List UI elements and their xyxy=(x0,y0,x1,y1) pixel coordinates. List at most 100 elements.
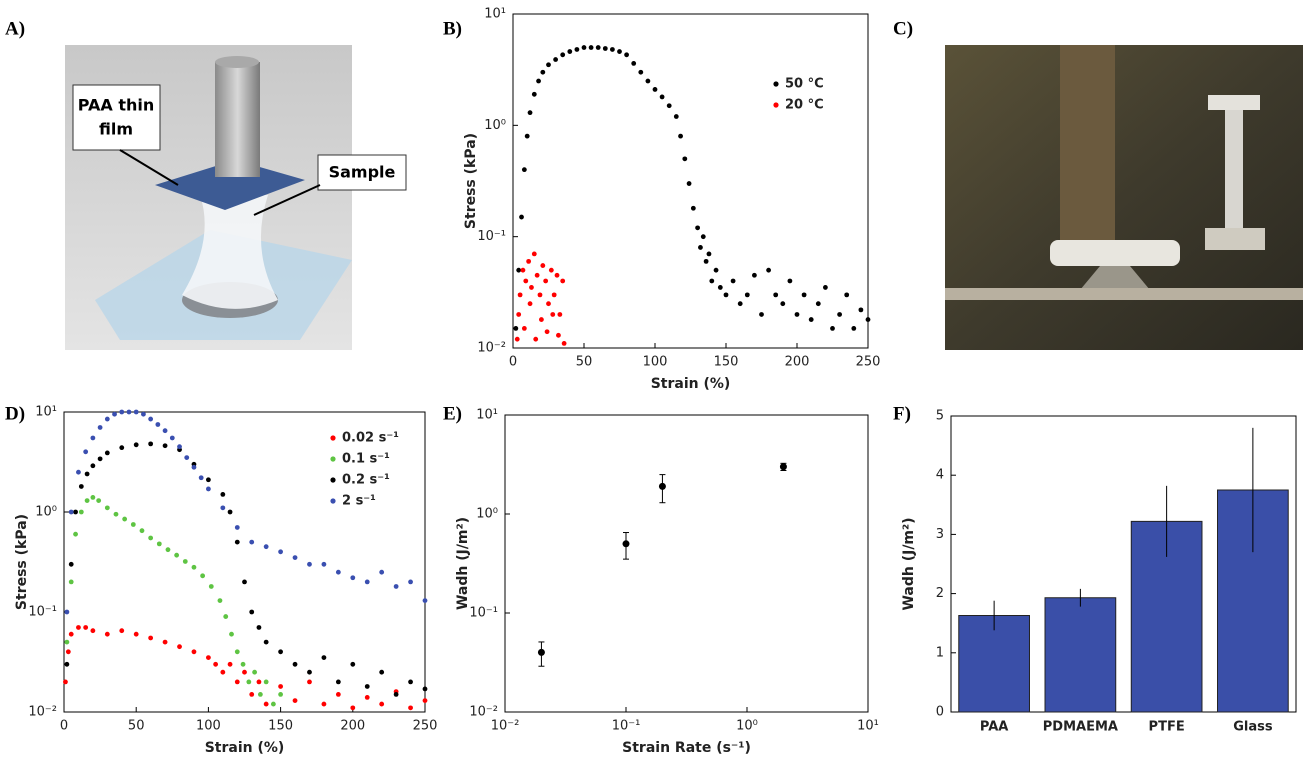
data-point xyxy=(63,679,68,685)
data-point xyxy=(249,691,255,697)
x-axis-label: Strain Rate (s⁻¹) xyxy=(622,740,751,756)
data-point xyxy=(307,679,312,685)
data-point xyxy=(548,267,554,273)
x-tick-label: 10⁻¹ xyxy=(612,719,641,734)
data-point xyxy=(184,455,190,460)
data-point xyxy=(155,422,161,427)
data-point xyxy=(602,46,608,51)
data-point xyxy=(169,435,175,441)
data-point xyxy=(65,649,71,655)
data-point xyxy=(263,544,269,550)
data-point xyxy=(249,609,255,615)
data-point xyxy=(68,579,74,585)
legend-marker xyxy=(330,435,336,441)
plot-frame xyxy=(512,13,869,349)
data-point xyxy=(554,272,560,278)
data-point xyxy=(200,573,206,579)
bar xyxy=(958,615,1030,713)
callout-box xyxy=(317,154,407,191)
data-point xyxy=(76,625,81,630)
data-point xyxy=(84,498,90,504)
data-point xyxy=(529,285,534,290)
data-point xyxy=(335,569,341,575)
data-point xyxy=(223,614,229,619)
data-point xyxy=(246,679,252,685)
data-point xyxy=(536,78,541,84)
data-point xyxy=(706,251,712,257)
data-point xyxy=(703,258,709,264)
callout-arrow xyxy=(253,184,321,216)
data-point xyxy=(517,292,523,298)
data-point xyxy=(227,509,233,515)
y-tick-label: 10¹ xyxy=(476,408,498,423)
data-point xyxy=(700,234,706,240)
data-point xyxy=(130,522,136,527)
data-point xyxy=(68,561,74,567)
data-point xyxy=(177,444,182,450)
data-point xyxy=(321,701,327,707)
data-point xyxy=(553,57,558,62)
y-axis-label: Stress (kPa) xyxy=(463,133,479,229)
data-point xyxy=(83,625,89,630)
data-point xyxy=(234,539,240,545)
legend-label: 20 °C xyxy=(785,98,824,113)
data-point xyxy=(645,78,651,84)
data-point xyxy=(242,669,247,675)
data-point xyxy=(208,584,214,589)
data-point xyxy=(139,528,145,534)
data-point xyxy=(78,509,84,515)
data-point xyxy=(780,301,786,307)
data-point xyxy=(617,49,622,54)
legend-label: 50 °C xyxy=(785,77,824,92)
data-point xyxy=(84,471,90,477)
panel-label: E) xyxy=(443,403,462,424)
data-point xyxy=(68,631,74,637)
data-point xyxy=(242,579,247,585)
y-axis-label: Stress (kPa) xyxy=(14,514,30,610)
data-point xyxy=(379,701,385,707)
data-point xyxy=(73,509,78,515)
data-point xyxy=(206,486,211,492)
data-point xyxy=(540,69,546,75)
sample-neck xyxy=(1080,266,1150,290)
plate xyxy=(945,288,1303,300)
data-point xyxy=(278,649,283,655)
y-tick-label: 10⁻¹ xyxy=(28,605,57,620)
data-point xyxy=(773,292,779,298)
data-point xyxy=(174,552,180,558)
data-point xyxy=(292,698,298,704)
x-tick-label: 200 xyxy=(340,719,365,734)
legend-label: 2 s⁻¹ xyxy=(342,494,376,509)
data-point xyxy=(519,214,524,220)
data-point xyxy=(113,511,119,517)
x-axis-label: Strain (%) xyxy=(651,376,731,392)
data-point xyxy=(335,691,341,697)
data-point xyxy=(104,416,110,422)
data-point xyxy=(379,669,385,675)
x-tick-label: 150 xyxy=(268,719,293,734)
data-point xyxy=(278,549,283,555)
data-point xyxy=(335,679,341,685)
y-tick-label: 3 xyxy=(936,527,944,542)
data-point xyxy=(307,561,312,567)
callout-label: film xyxy=(99,120,133,139)
data-point xyxy=(531,91,537,97)
x-tick-label: 10¹ xyxy=(857,719,879,734)
data-point xyxy=(257,691,263,697)
x-tick-label: 10⁻² xyxy=(491,719,520,734)
data-point xyxy=(220,505,226,511)
data-point xyxy=(808,317,814,322)
legend-marker xyxy=(330,498,336,504)
data-point xyxy=(865,317,871,322)
data-point xyxy=(148,635,154,641)
legend-label: 0.2 s⁻¹ xyxy=(342,473,390,488)
panel-label: B) xyxy=(443,18,462,39)
data-point xyxy=(126,409,132,415)
data-point xyxy=(631,60,637,66)
y-tick-label: 0 xyxy=(936,705,944,720)
y-axis-label: Wadh (J/m²) xyxy=(901,517,917,610)
y-axis-label: Wadh (J/m²) xyxy=(455,517,471,610)
data-point xyxy=(104,631,110,637)
data-point xyxy=(133,409,139,415)
